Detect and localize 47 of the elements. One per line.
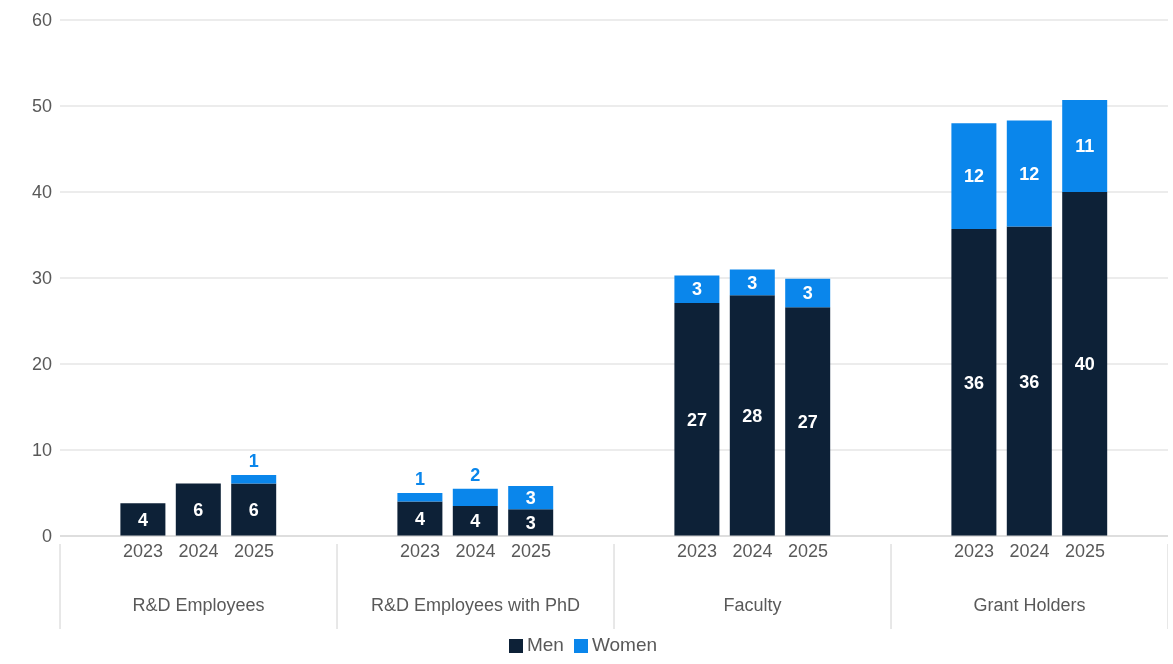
x-tick-label: 2024 [1009, 540, 1050, 561]
x-tick-label: 2024 [178, 540, 219, 561]
data-label: 1 [248, 450, 259, 471]
y-tick-label: 0 [41, 526, 52, 547]
data-label: 1 [414, 469, 425, 489]
data-label: 36 [963, 372, 984, 393]
data-label: 6 [193, 500, 204, 521]
data-label: 12 [1019, 163, 1040, 184]
data-label: 3 [525, 488, 536, 509]
y-tick-label: 60 [31, 10, 52, 31]
x-tick-label: 2023 [400, 540, 441, 561]
x-tick-label: 2025 [233, 540, 274, 561]
y-tick-label: 40 [31, 182, 52, 203]
data-label: 3 [691, 279, 702, 300]
data-label: 12 [963, 166, 984, 187]
y-tick-label: 50 [31, 96, 52, 117]
text: Grant Holders [973, 595, 1086, 615]
data-label: 2 [470, 464, 481, 485]
data-label: 3 [747, 272, 758, 293]
legend-label: Men [526, 634, 564, 655]
x-tick-label: 2023 [954, 540, 995, 561]
legend-label: Women [591, 634, 658, 655]
data-label: 27 [686, 409, 707, 430]
x-tick-label: 2024 [455, 540, 496, 561]
data-label: 11 [1075, 136, 1095, 157]
x-tick-label: 2024 [732, 540, 773, 561]
data-label: 4 [470, 511, 481, 532]
data-label: 3 [525, 512, 536, 533]
x-tick-label: 2025 [1064, 540, 1105, 561]
data-label: 4 [137, 509, 148, 530]
x-tick-label: 2025 [787, 540, 828, 561]
data-label: 4 [414, 509, 425, 530]
data-label: 36 [1019, 371, 1040, 392]
data-label: 40 [1074, 354, 1095, 375]
data-label: 28 [742, 405, 763, 426]
x-tick-label: 2025 [510, 540, 551, 561]
data-label: 6 [248, 500, 259, 521]
data-label: 27 [797, 411, 818, 432]
text: Faculty [723, 595, 782, 615]
x-tick-label: 2023 [123, 540, 164, 561]
y-tick-label: 10 [31, 440, 52, 461]
y-tick-label: 30 [31, 268, 52, 289]
y-tick-label: 20 [31, 354, 52, 375]
data-label: 3 [802, 283, 813, 304]
x-tick-label: 2023 [677, 540, 718, 561]
text: R&D Employees [132, 595, 265, 615]
text: R&D Employees with PhD [370, 595, 581, 615]
